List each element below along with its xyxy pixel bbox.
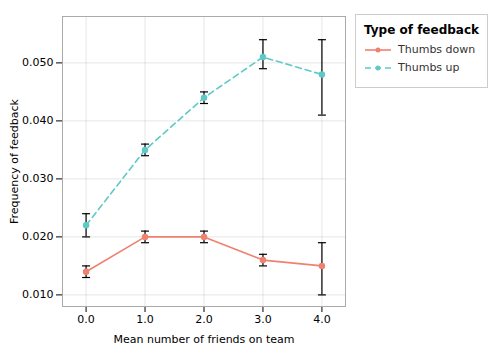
svg-text:4.0: 4.0	[313, 313, 331, 326]
svg-text:0.030: 0.030	[22, 172, 54, 185]
html-text:Type of feedback: Type of feedback	[364, 23, 479, 37]
svg-text:0.050: 0.050	[22, 56, 54, 69]
html-text:Thumbs up: Thumbs up	[398, 61, 460, 74]
svg-text:0.0: 0.0	[77, 313, 95, 326]
svg-text:1.0: 1.0	[136, 313, 154, 326]
html-text:Thumbs down: Thumbs down	[398, 43, 476, 56]
svg-text:Frequency of feedback: Frequency of feedback	[8, 98, 21, 224]
svg-text:0.020: 0.020	[22, 230, 54, 243]
svg-text:3.0: 3.0	[254, 313, 272, 326]
svg-text:0.040: 0.040	[22, 114, 54, 127]
svg-text:2.0: 2.0	[195, 313, 213, 326]
svg-text:Mean number of friends on team: Mean number of friends on team	[113, 333, 294, 346]
svg-text:0.010: 0.010	[22, 288, 54, 301]
